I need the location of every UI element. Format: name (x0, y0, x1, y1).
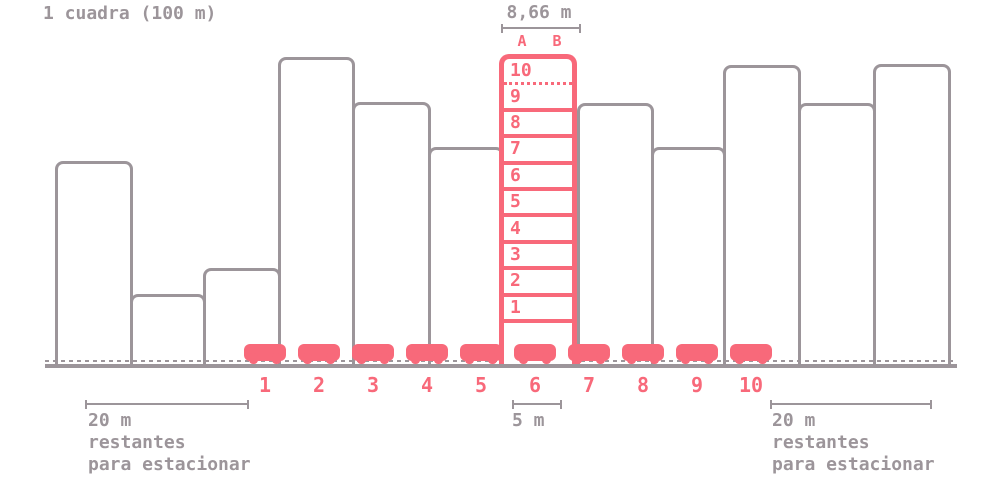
tower-floor: 6 (504, 165, 572, 191)
floor-number-label: 3 (510, 243, 521, 265)
car-icon (676, 344, 718, 364)
parking-spot-number: 1 (258, 373, 272, 397)
tower-floor: 3 (504, 243, 572, 271)
ground-line (45, 364, 957, 368)
car-icon (406, 344, 448, 364)
car-icon (352, 344, 394, 364)
right-remaining-measure-line (770, 400, 932, 409)
block-title: 1 cuadra (100 m) (43, 3, 217, 24)
parking-spot-number: 7 (582, 373, 596, 397)
floor-number-label: 10 (510, 59, 532, 81)
left-note-line-2: restantes (88, 432, 186, 453)
right-note-line-2: restantes (772, 432, 870, 453)
left-note-line-3: para estacionar (88, 454, 251, 475)
floor-number-label: 6 (510, 164, 521, 186)
parking-spot-number: 10 (738, 373, 764, 397)
building-silhouette (723, 65, 801, 368)
parking-spot-number: 6 (528, 373, 542, 397)
car-icon (298, 344, 340, 364)
car-icon (244, 344, 286, 364)
right-note-line-1: 20 m (772, 410, 816, 431)
spot-length-measure-line (512, 400, 562, 409)
parking-spot-number: 5 (474, 373, 488, 397)
parking-spot-number: 9 (690, 373, 704, 397)
floor-number-label: 2 (510, 270, 521, 292)
left-remaining-measure-line (85, 400, 249, 409)
left-note-line-1: 20 m (88, 410, 132, 431)
left-remaining-note: 20 m restantes para estacionar (88, 410, 251, 476)
floor-number-label: 1 (510, 296, 521, 318)
car-icon (514, 344, 556, 364)
building-silhouette (55, 161, 133, 368)
building-silhouette (798, 103, 876, 368)
right-remaining-note: 20 m restantes para estacionar (772, 410, 935, 476)
tower-floor: 10 (504, 59, 572, 86)
right-note-line-3: para estacionar (772, 454, 935, 475)
parking-spot-number: 2 (312, 373, 326, 397)
highlighted-tower: 10 9 8 7 6 5 4 3 2 1 (499, 54, 577, 366)
parking-spot-number: 4 (420, 373, 434, 397)
parking-spot-number: 8 (636, 373, 650, 397)
tower-width-measure-line (501, 24, 581, 33)
tower-floor: 7 (504, 138, 572, 165)
tower-floor: 2 (504, 270, 572, 297)
car-icon (622, 344, 664, 364)
tower-floor: 5 (504, 191, 572, 218)
tower-floor: 8 (504, 111, 572, 139)
floor-number-label: 8 (510, 111, 521, 133)
car-icon (568, 344, 610, 364)
building-silhouette (352, 102, 431, 368)
tower-width-label: 8,66 m (506, 2, 572, 23)
building-silhouette (577, 103, 654, 368)
floor-number-label: 7 (510, 138, 521, 160)
building-silhouette (130, 294, 206, 368)
floor-number-label: 9 (510, 85, 521, 107)
car-icon (730, 344, 772, 364)
car-icon (460, 344, 502, 364)
unit-b-label: B (552, 32, 562, 50)
unit-a-label: A (517, 32, 527, 50)
building-silhouette (873, 64, 951, 368)
floor-number-label: 5 (510, 191, 521, 213)
floor-number-label: 4 (510, 217, 521, 239)
building-silhouette (278, 57, 355, 368)
parking-spot-number: 3 (366, 373, 380, 397)
tower-floor: 1 (504, 297, 572, 323)
spot-length-label: 5 m (512, 410, 545, 431)
tower-floor: 9 (504, 85, 572, 112)
tower-floor: 4 (504, 217, 572, 244)
building-silhouette (651, 147, 726, 368)
building-silhouette (428, 147, 504, 368)
